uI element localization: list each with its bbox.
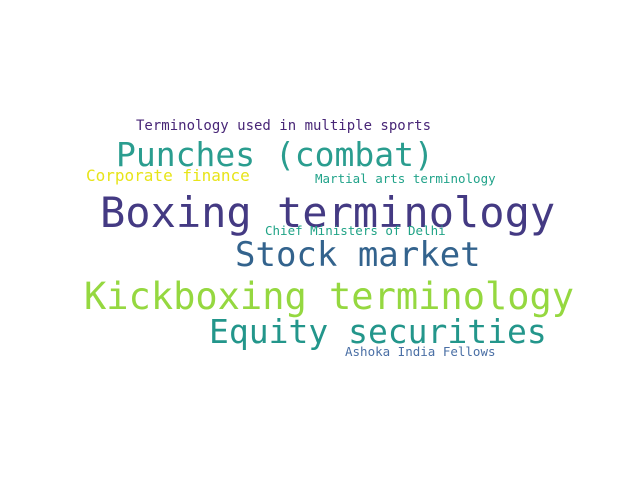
word-martial-arts-terminology: Martial arts terminology — [315, 171, 496, 186]
word-terminology-used-in-multiple-sports: Terminology used in multiple sports — [136, 118, 432, 134]
word-boxing-terminology: Boxing terminology — [100, 188, 556, 237]
word-equity-securities: Equity securities — [209, 312, 547, 351]
word-punches-combat: Punches (combat) — [116, 135, 434, 174]
word-kickboxing-terminology: Kickboxing terminology — [84, 275, 575, 318]
word-chief-ministers-of-delhi: Chief Ministers of Delhi — [265, 223, 446, 238]
word-ashoka-india-fellows: Ashoka India Fellows — [345, 344, 496, 359]
word-stock-market: Stock market — [235, 235, 481, 275]
word-corporate-finance: Corporate finance — [86, 166, 250, 185]
